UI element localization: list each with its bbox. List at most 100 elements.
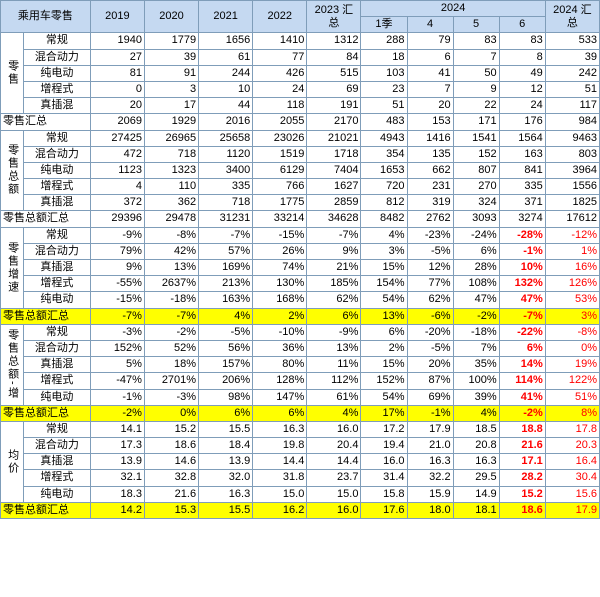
cell: -23% xyxy=(407,227,453,243)
table-row: 真插混372362718177528598123193243711825 xyxy=(1,195,600,211)
data-table: 乘用车零售 2019 2020 2021 2022 2023 汇总 2024 2… xyxy=(0,0,600,519)
cell: 7 xyxy=(453,49,499,65)
row-name: 混合动力 xyxy=(24,438,91,454)
cell: 15.5 xyxy=(199,421,253,437)
table-row: 真插混5%18%157%80%11%15%20%35%14%19% xyxy=(1,357,600,373)
row-name: 混合动力 xyxy=(24,49,91,65)
cell: 18% xyxy=(144,357,198,373)
cell: 5% xyxy=(90,357,144,373)
cell: 18 xyxy=(361,49,407,65)
cell: 108% xyxy=(453,276,499,292)
cell: 35% xyxy=(453,357,499,373)
cell: 185% xyxy=(307,276,361,292)
cell: 42% xyxy=(144,243,198,259)
cell: 14% xyxy=(499,357,545,373)
cell: 14.6 xyxy=(144,454,198,470)
cell: 20.3 xyxy=(545,438,599,454)
cell: 335 xyxy=(499,179,545,195)
cell: 132% xyxy=(499,276,545,292)
table-row: 均价常规14.115.215.516.316.017.217.918.518.8… xyxy=(1,421,600,437)
table-row: 纯电动-15%-18%163%168%62%54%62%47%47%53% xyxy=(1,292,600,308)
cell: 9% xyxy=(307,243,361,259)
cell: 803 xyxy=(545,146,599,162)
cell: 1410 xyxy=(253,33,307,49)
cell: 47% xyxy=(453,292,499,308)
cell: 54% xyxy=(361,292,407,308)
total-row: 零售总额汇总14.215.315.516.216.017.618.018.118… xyxy=(1,502,600,518)
cell: 26% xyxy=(253,243,307,259)
cell: 27 xyxy=(90,49,144,65)
cell: 9% xyxy=(90,260,144,276)
cell: -5% xyxy=(407,243,453,259)
cell: 112% xyxy=(307,373,361,389)
cell: 8 xyxy=(499,49,545,65)
cell: 24 xyxy=(499,98,545,114)
cell: -47% xyxy=(90,373,144,389)
cell: 3% xyxy=(545,308,599,324)
cell: 288 xyxy=(361,33,407,49)
cell: 32.1 xyxy=(90,470,144,486)
total-label: 零售总额汇总 xyxy=(1,308,91,324)
cell: -28% xyxy=(499,227,545,243)
cell: 15.2 xyxy=(499,486,545,502)
cell: 6% xyxy=(253,405,307,421)
cell: 1123 xyxy=(90,162,144,178)
table-row: 真插混13.914.613.914.414.416.016.316.317.11… xyxy=(1,454,600,470)
cell: 21021 xyxy=(307,130,361,146)
cell: 39 xyxy=(545,49,599,65)
table-row: 纯电动8191244426515103415049242 xyxy=(1,65,600,81)
cell: 1627 xyxy=(307,179,361,195)
cell: 15.9 xyxy=(407,486,453,502)
cell: 7% xyxy=(453,340,499,356)
cell: 17.1 xyxy=(499,454,545,470)
cell: 718 xyxy=(144,146,198,162)
table-row: 增程式32.132.832.031.823.731.432.229.528.23… xyxy=(1,470,600,486)
cell: 34628 xyxy=(307,211,361,227)
cell: 8482 xyxy=(361,211,407,227)
table-row: 增程式411033576616277202312703351556 xyxy=(1,179,600,195)
header-sum-2023: 2023 汇总 xyxy=(307,1,361,33)
section-label: 零售 xyxy=(1,33,24,114)
cell: 176 xyxy=(499,114,545,130)
table-row: 增程式-55%2637%213%130%185%154%77%108%132%1… xyxy=(1,276,600,292)
cell: -55% xyxy=(90,276,144,292)
cell: 14.4 xyxy=(253,454,307,470)
cell: 1564 xyxy=(499,130,545,146)
cell: -7% xyxy=(199,227,253,243)
cell: 20.8 xyxy=(453,438,499,454)
cell: 44 xyxy=(199,98,253,114)
cell: 16.2 xyxy=(253,502,307,518)
row-name: 增程式 xyxy=(24,470,91,486)
cell: -22% xyxy=(499,324,545,340)
cell: 54% xyxy=(361,389,407,405)
cell: -2% xyxy=(144,324,198,340)
table-row: 增程式0310246923791251 xyxy=(1,81,600,97)
cell: 77% xyxy=(407,276,453,292)
table-header: 乘用车零售 2019 2020 2021 2022 2023 汇总 2024 2… xyxy=(1,1,600,33)
cell: 17.8 xyxy=(545,421,599,437)
table-row: 混合动力17.318.618.419.820.419.421.020.821.6… xyxy=(1,438,600,454)
cell: 3093 xyxy=(453,211,499,227)
cell: 50 xyxy=(453,65,499,81)
cell: 128% xyxy=(253,373,307,389)
cell: 61% xyxy=(307,389,361,405)
cell: 6% xyxy=(453,243,499,259)
cell: 1% xyxy=(545,243,599,259)
cell: -3% xyxy=(90,324,144,340)
section-label: 零售增速 xyxy=(1,227,24,308)
section-label: 零售总额 xyxy=(1,130,24,211)
cell: 335 xyxy=(199,179,253,195)
table-row: 真插混20174411819151202224117 xyxy=(1,98,600,114)
table-row: 纯电动18.321.616.315.015.015.815.914.915.21… xyxy=(1,486,600,502)
cell: 103 xyxy=(361,65,407,81)
cell: 6% xyxy=(307,308,361,324)
total-label: 零售总额汇总 xyxy=(1,211,91,227)
cell: 20% xyxy=(407,357,453,373)
cell: 15.5 xyxy=(199,502,253,518)
cell: 16.0 xyxy=(307,421,361,437)
header-sub-1: 4 xyxy=(407,17,453,33)
cell: 16.4 xyxy=(545,454,599,470)
cell: 8% xyxy=(545,405,599,421)
cell: 1416 xyxy=(407,130,453,146)
cell: 39 xyxy=(144,49,198,65)
